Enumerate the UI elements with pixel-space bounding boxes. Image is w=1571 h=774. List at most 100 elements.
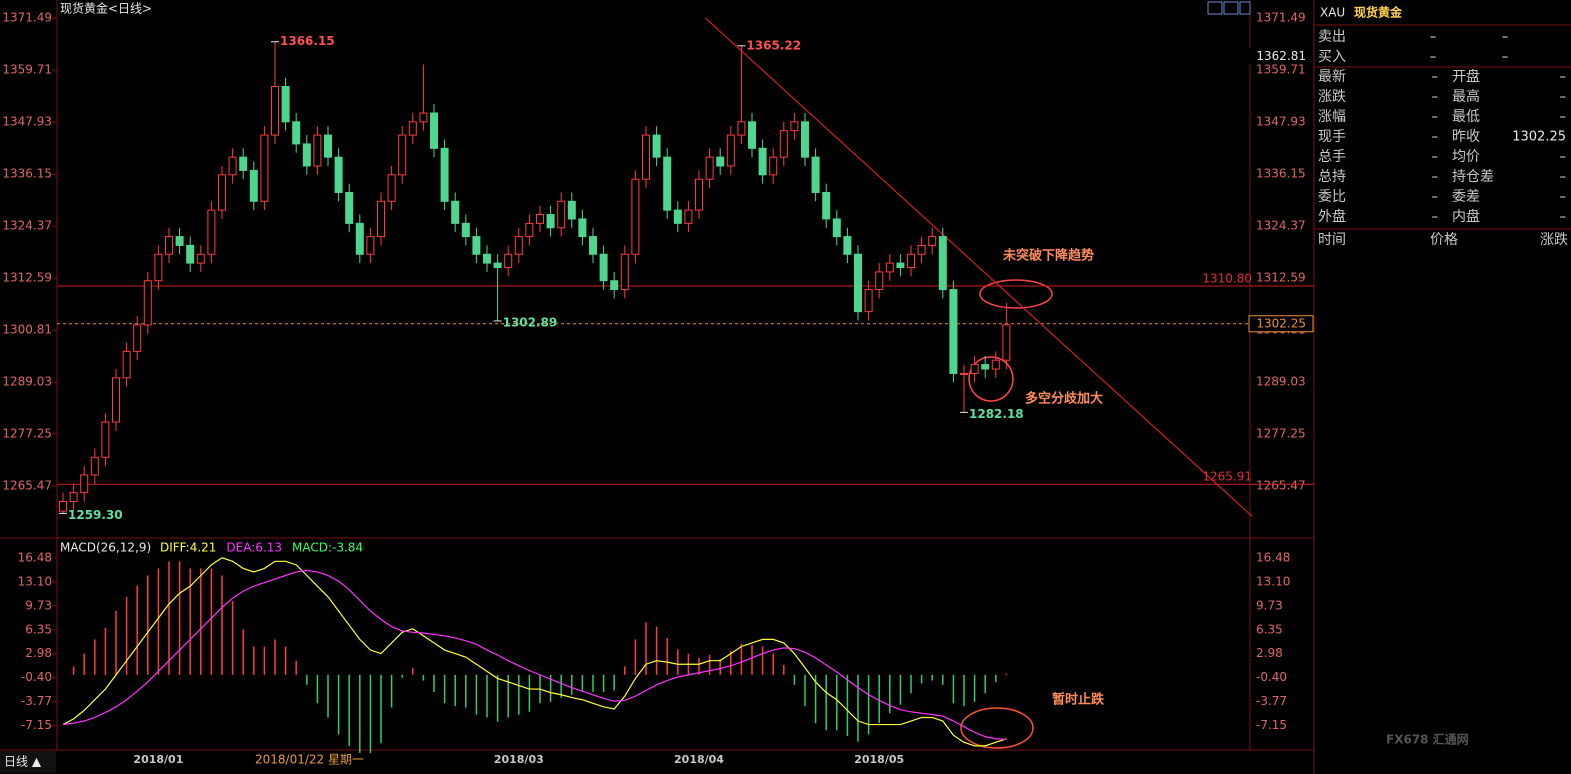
candle-body: [673, 209, 682, 224]
candle-body: [949, 289, 958, 374]
list-header: 时间: [1318, 232, 1346, 248]
candle-body: [249, 169, 258, 202]
y-tick-label: 1289.03: [1256, 375, 1306, 389]
chart-title: 现货黄金<日线>: [60, 1, 152, 16]
candle-body: [885, 262, 894, 273]
legend-entry: DEA:6.13: [226, 541, 282, 555]
price-mark-label: 1282.18: [969, 407, 1024, 421]
annotation: 暂时止跌: [1052, 692, 1105, 708]
quote-label: 最新: [1318, 69, 1346, 85]
quote-value: –: [1560, 110, 1567, 125]
quote-label: 最低: [1452, 109, 1480, 125]
candle-body: [366, 236, 375, 255]
y-tick-label: -7.15: [21, 718, 52, 732]
y-tick-label: 13.10: [18, 574, 52, 588]
candle-body: [514, 236, 523, 255]
candle-body: [218, 174, 226, 211]
candle-body: [143, 280, 152, 326]
candle-body: [271, 86, 279, 136]
period-label[interactable]: 日线 ▲: [4, 755, 42, 769]
candle-body: [112, 377, 120, 423]
quote-label: 昨收: [1452, 129, 1480, 145]
quote-value: –: [1560, 170, 1567, 185]
indicator-name: MACD(26,12,9): [60, 541, 151, 555]
candle-body: [292, 121, 301, 145]
price-mark-label: 1365.22: [746, 38, 801, 52]
quote-label: 总手: [1318, 149, 1346, 165]
y-tick-label: 1277.25: [1256, 427, 1306, 441]
candle-body: [302, 143, 311, 167]
candle-body: [960, 372, 968, 375]
y-tick-label: 13.10: [1256, 574, 1290, 588]
quote-label: 开盘: [1452, 68, 1480, 85]
candle-body: [398, 134, 407, 176]
quote-label: 最高: [1452, 88, 1480, 105]
candle-body: [207, 209, 216, 255]
candle-body: [737, 121, 746, 136]
candle-body: [896, 262, 905, 269]
quote-value: –: [1432, 70, 1439, 85]
quote-value: –: [1432, 150, 1439, 165]
quote-label: 均价: [1452, 149, 1480, 165]
quote-label: 委差: [1452, 189, 1480, 205]
y-tick-label: 9.73: [25, 598, 52, 612]
y-tick-label: 1359.71: [2, 63, 52, 77]
watermark: FX678 汇通网: [1386, 732, 1469, 747]
y-tick-label: 6.35: [1256, 622, 1283, 636]
legend-entry: MACD:-3.84: [292, 541, 363, 555]
annotation: 多空分歧加大: [1025, 391, 1103, 407]
candle-body: [260, 134, 269, 202]
candle-body: [779, 130, 788, 158]
y-tick-label: -7.15: [1256, 718, 1287, 732]
symbol: XAU: [1320, 6, 1345, 20]
cursor-price-box: [1249, 48, 1313, 65]
quote-label: 内盘: [1452, 208, 1480, 225]
candle-body: [355, 222, 364, 255]
quote-value: –: [1432, 110, 1439, 125]
y-tick-label: -0.40: [1256, 670, 1287, 684]
tool-icon[interactable]: [1239, 1, 1251, 15]
y-tick-label: -0.40: [21, 670, 52, 684]
candle-body: [907, 253, 915, 269]
y-tick-label: 1324.37: [1256, 219, 1306, 233]
candle-body: [970, 364, 979, 374]
quote-value: –: [1502, 50, 1509, 65]
y-tick-label: 1347.93: [1256, 115, 1306, 129]
quote-value: –: [1560, 210, 1567, 225]
y-tick-label: 6.35: [25, 622, 52, 636]
quote-label: 现手: [1318, 129, 1346, 145]
candle-body: [705, 156, 714, 180]
tool-icon[interactable]: [1223, 1, 1239, 15]
y-tick-label: 1265.47: [1256, 479, 1306, 493]
candle-body: [419, 112, 428, 123]
y-tick-label: 1336.15: [2, 167, 52, 181]
diff-line: [62, 557, 1007, 747]
period-button[interactable]: [0, 751, 56, 773]
quote-label: 外盘: [1318, 208, 1346, 225]
x-tick-label: 2018/01: [133, 753, 183, 766]
candle-body: [483, 253, 491, 264]
annotation: 未突破下降趋势: [1002, 248, 1094, 264]
y-tick-label: 2.98: [1256, 646, 1283, 660]
hline-label: 1265.91: [1202, 470, 1252, 484]
candle-body: [536, 214, 544, 224]
highlight-circle: [968, 356, 1014, 402]
tool-icon[interactable]: [1207, 1, 1223, 15]
quote-value: –: [1432, 210, 1439, 225]
candle-body: [59, 500, 67, 512]
quote-value: –: [1432, 130, 1439, 145]
y-tick-label: 1336.15: [1256, 167, 1306, 181]
candle-body: [101, 421, 110, 458]
candle-body: [239, 156, 248, 171]
candle-body: [493, 262, 502, 269]
y-tick-label: 1347.93: [2, 115, 52, 129]
candle-body: [589, 236, 597, 255]
price-mark-label: 1302.89: [503, 315, 558, 329]
legend-entry: DIFF:4.21: [160, 541, 216, 555]
instrument-name: 现货黄金: [1354, 5, 1403, 20]
y-tick-label: 1265.47: [2, 479, 52, 493]
quote-value: –: [1430, 50, 1437, 65]
candle-body: [80, 474, 89, 494]
list-header: 涨跌: [1540, 232, 1568, 248]
